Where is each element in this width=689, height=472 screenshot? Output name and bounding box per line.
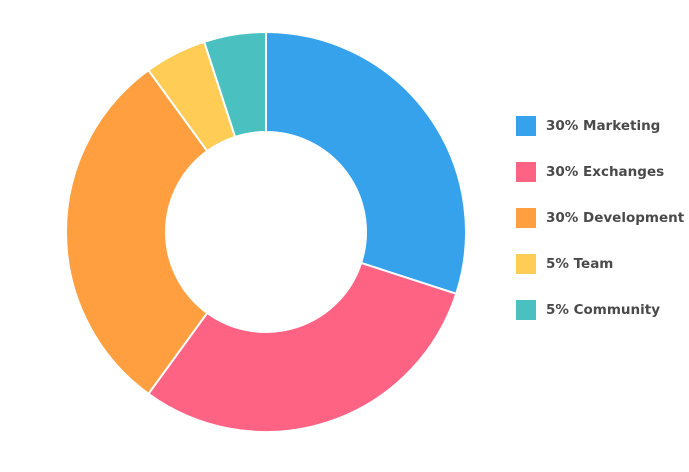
- legend-swatch: [516, 300, 536, 320]
- legend-label: 5% Team: [546, 256, 613, 272]
- legend-swatch: [516, 254, 536, 274]
- legend-label: 5% Community: [546, 302, 660, 318]
- slice: [147, 261, 458, 433]
- legend-swatch: [516, 116, 536, 136]
- slice: [65, 68, 209, 396]
- legend-swatch: [516, 208, 536, 228]
- legend-swatch: [516, 162, 536, 182]
- slice: [265, 30, 467, 296]
- legend-label: 30% Exchanges: [546, 164, 664, 180]
- slice: [202, 30, 267, 139]
- legend-label: 30% Development: [546, 210, 685, 226]
- legend-label: 30% Marketing: [546, 118, 660, 134]
